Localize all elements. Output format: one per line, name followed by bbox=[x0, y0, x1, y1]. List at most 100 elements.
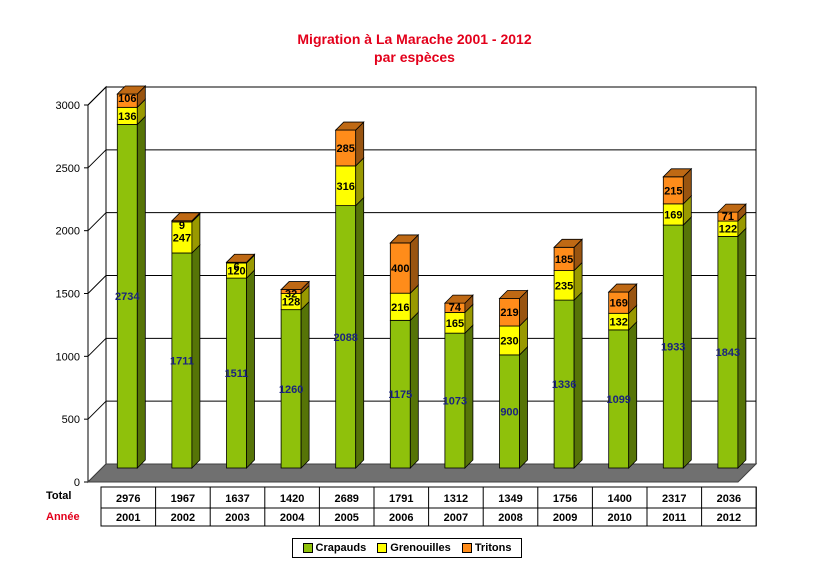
table-total-cell: 1967 bbox=[171, 493, 195, 505]
y-tick-label: 2500 bbox=[56, 163, 80, 175]
data-label-tritons-2012: 71 bbox=[722, 211, 734, 223]
table-total-cell: 1400 bbox=[607, 493, 631, 505]
data-label-tritons-2003: 6 bbox=[233, 261, 239, 273]
data-label-crapauds-2007: 1073 bbox=[443, 396, 467, 408]
legend-item-tritons: Tritons bbox=[461, 542, 512, 554]
y-tick-label: 3000 bbox=[56, 100, 80, 112]
data-label-tritons-2011: 215 bbox=[664, 185, 682, 197]
bar-top-2006 bbox=[389, 234, 420, 244]
data-label-grenouilles-2003: 120 bbox=[227, 266, 245, 278]
gridline-side bbox=[87, 149, 107, 169]
data-label-tritons-2007: 74 bbox=[449, 302, 462, 314]
gridline-side bbox=[87, 275, 107, 294]
bar-top-2004 bbox=[280, 281, 311, 290]
bar-side-crapauds-2008 bbox=[519, 345, 528, 469]
legend-swatch-grenouilles bbox=[377, 543, 388, 553]
table-year-cell: 2012 bbox=[717, 512, 741, 524]
table-year-cell: 2004 bbox=[280, 512, 305, 524]
data-label-crapauds-2002: 1711 bbox=[170, 355, 194, 367]
chart-subtitle: par espèces bbox=[374, 49, 455, 65]
legend-label-tritons: Tritons bbox=[474, 542, 512, 554]
table-total-cell: 2036 bbox=[717, 493, 741, 505]
data-label-crapauds-2011: 1933 bbox=[661, 342, 685, 354]
chart-title: Migration à La Marache 2001 - 2012 bbox=[297, 31, 532, 47]
table-year-cell: 2005 bbox=[334, 512, 358, 524]
data-label-crapauds-2008: 900 bbox=[500, 406, 518, 418]
table-total-cell: 2976 bbox=[116, 493, 140, 505]
data-label-grenouilles-2011: 169 bbox=[664, 209, 682, 221]
bar-side-tritons-2006 bbox=[409, 233, 419, 295]
table-year-cell: 2003 bbox=[225, 512, 249, 524]
legend-swatch-tritons bbox=[461, 543, 472, 553]
data-label-grenouilles-2012: 122 bbox=[719, 224, 737, 236]
data-label-grenouilles-2009: 235 bbox=[555, 280, 573, 292]
y-tick-label: 2000 bbox=[56, 226, 80, 238]
data-label-crapauds-2005: 2088 bbox=[333, 332, 357, 344]
legend-item-grenouilles: Grenouilles bbox=[377, 542, 451, 554]
data-label-grenouilles-2001: 136 bbox=[118, 111, 136, 123]
gridline-side bbox=[87, 212, 107, 232]
data-label-tritons-2004: 32 bbox=[285, 289, 297, 301]
data-label-grenouilles-2010: 132 bbox=[610, 317, 628, 329]
data-label-grenouilles-2002: 247 bbox=[173, 232, 191, 244]
data-label-tritons-2009: 185 bbox=[555, 254, 573, 266]
table-row-label-total: Total bbox=[46, 490, 71, 502]
y-tick-label: 1500 bbox=[56, 289, 80, 301]
data-label-crapauds-2010: 1099 bbox=[606, 394, 630, 406]
bar-top-2005 bbox=[334, 121, 365, 131]
y-tick-label: 1000 bbox=[56, 351, 80, 363]
legend-label-grenouilles: Grenouilles bbox=[390, 542, 451, 554]
data-label-grenouilles-2007: 165 bbox=[446, 318, 464, 330]
bar-top-2007 bbox=[443, 294, 474, 304]
data-label-crapauds-2004: 1260 bbox=[279, 384, 303, 396]
gridline-side bbox=[87, 337, 107, 357]
table-total-cell: 1756 bbox=[553, 493, 577, 505]
data-label-tritons-2010: 169 bbox=[610, 298, 628, 310]
legend-swatch-crapauds bbox=[302, 543, 313, 553]
bar-top-2001 bbox=[116, 85, 147, 95]
table-year-cell: 2001 bbox=[116, 512, 140, 524]
bar-top-2011 bbox=[662, 168, 693, 178]
table-total-cell: 1312 bbox=[444, 493, 468, 505]
table-year-cell: 2006 bbox=[389, 512, 413, 524]
legend-label-crapauds: Crapauds bbox=[315, 542, 367, 554]
gridline-side bbox=[87, 400, 107, 420]
legend: Crapauds Grenouilles Tritons bbox=[292, 538, 522, 558]
data-label-crapauds-2009: 1336 bbox=[552, 379, 576, 391]
data-label-crapauds-2012: 1843 bbox=[716, 347, 740, 359]
y-tick-label: 500 bbox=[62, 414, 80, 426]
table-total-cell: 1637 bbox=[225, 493, 249, 505]
data-label-grenouilles-2004: 128 bbox=[282, 297, 300, 309]
bar-top-2012 bbox=[716, 203, 747, 213]
table-year-cell: 2007 bbox=[444, 512, 468, 524]
data-label-grenouilles-2005: 316 bbox=[337, 181, 355, 193]
data-label-tritons-2006: 400 bbox=[391, 263, 409, 275]
table-total-cell: 1791 bbox=[389, 493, 413, 505]
table-year-cell: 2011 bbox=[662, 512, 686, 524]
data-label-tritons-2002: 9 bbox=[179, 220, 185, 232]
bar-top-2003 bbox=[225, 253, 256, 263]
data-label-tritons-2005: 285 bbox=[337, 143, 355, 155]
table-year-cell: 2009 bbox=[553, 512, 577, 524]
data-label-grenouilles-2008: 230 bbox=[500, 335, 518, 347]
data-label-tritons-2001: 106 bbox=[118, 93, 136, 105]
table-year-cell: 2002 bbox=[171, 512, 195, 524]
legend-item-crapauds: Crapauds bbox=[302, 542, 367, 554]
bar-top-2002 bbox=[170, 212, 201, 222]
data-label-crapauds-2006: 1175 bbox=[388, 389, 412, 401]
table-total-cell: 1420 bbox=[280, 493, 304, 505]
bar-top-2010 bbox=[607, 283, 638, 293]
table-total-cell: 2689 bbox=[334, 493, 358, 505]
bar-top-2009 bbox=[553, 238, 584, 248]
table-total-cell: 1349 bbox=[498, 493, 522, 505]
data-label-crapauds-2003: 1511 bbox=[225, 368, 249, 380]
data-label-tritons-2008: 219 bbox=[500, 307, 518, 319]
gridline-side bbox=[87, 86, 107, 106]
table-year-cell: 2008 bbox=[498, 512, 522, 524]
plot-floor bbox=[86, 463, 758, 483]
table-row-label-year: Année bbox=[46, 511, 80, 523]
table-year-cell: 2010 bbox=[607, 512, 631, 524]
y-tick-label: 0 bbox=[74, 477, 80, 489]
data-label-crapauds-2001: 2734 bbox=[115, 291, 140, 303]
